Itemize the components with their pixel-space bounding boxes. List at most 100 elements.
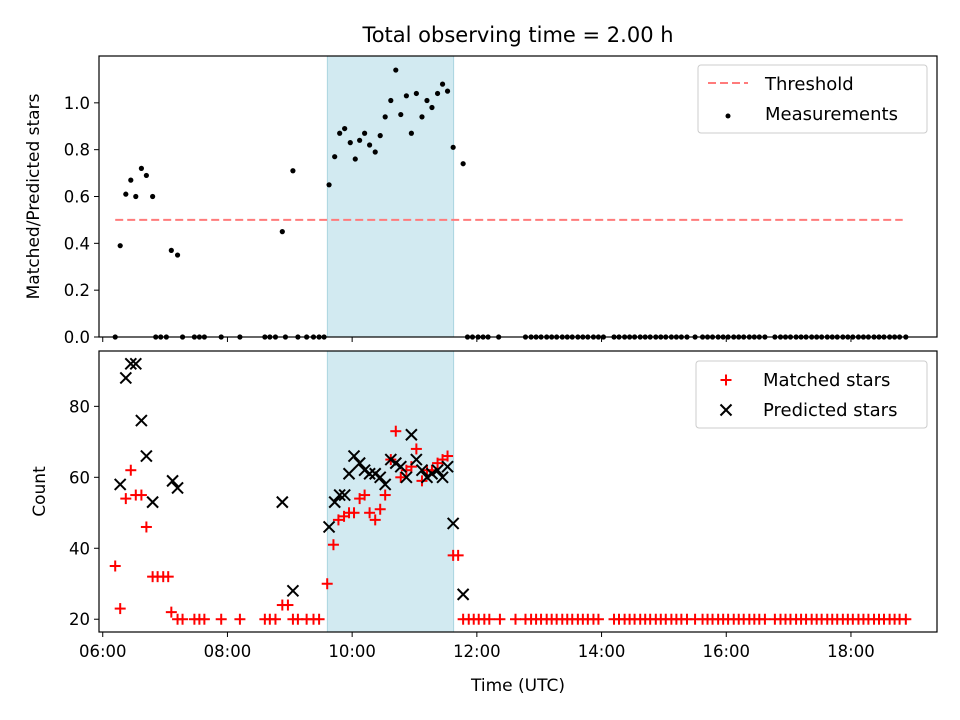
measurement-point [413,90,419,97]
measurement-point [372,149,378,155]
predicted-star-point [286,584,300,598]
predicted-star-point [436,471,449,484]
matched-star-point [494,613,506,625]
count-y-tick-label: 20 [69,610,90,629]
predicted-star-point [400,471,413,484]
measurement-point [362,130,368,136]
predicted-star-point [328,495,341,509]
measurement-point [419,114,425,120]
matched-star-point [592,613,604,625]
ratio-legend-box [697,64,928,134]
measurements-legend-swatch [725,113,731,119]
matched-star-point [282,599,294,611]
predicted-star-point [441,460,454,473]
measurement-point [138,165,144,171]
time-x-tick-label: 16:00 [702,642,750,661]
matched-star-point [125,464,137,476]
predicted-star-point [140,449,153,463]
measurement-point [382,114,388,120]
predicted-star-point [171,481,184,495]
measurement-point [367,142,373,148]
measurement-point [398,111,404,118]
measurement-point [460,161,466,167]
matched-star-point [410,443,422,455]
predicted-star-point [394,460,407,473]
time-x-tick-label: 14:00 [578,642,626,661]
predicted-star-point [124,357,138,370]
predicted-star-point [338,488,351,502]
predicted-stars-points [113,357,470,601]
matched-star-point [313,613,325,625]
predicted-star-point [129,357,142,370]
measurement-point [337,130,343,136]
matched-star-point [140,521,152,533]
predicted-star-point [410,453,423,466]
count-y-tick-label: 60 [69,468,90,487]
matched-stars-points [109,425,912,625]
count-legend: Matched stars Predicted stars [695,360,928,429]
matched-star-point [327,539,339,551]
matched-star-point [269,613,281,625]
matched-star-point [364,507,376,519]
count-axes-frame [98,350,938,633]
measurement-point [143,172,149,179]
matched-star-point [374,503,386,515]
measurement-point [393,67,399,73]
predicted-star-point [119,371,133,385]
predicted-star-point [166,474,179,488]
measurement-point [174,252,181,258]
threshold-legend-label: Threshold [764,74,854,95]
ratio-y-tick-label: 0.6 [64,188,90,207]
ratio-axes-frame [98,55,938,338]
matched-star-point [395,471,407,483]
matched-star-point [114,603,126,615]
measurement-point [408,130,414,136]
measurement-point [150,193,156,200]
predicted-star-point [415,464,429,477]
ratio-y-tick-label: 0.8 [64,141,90,160]
measurement-point [290,168,296,174]
ratio-y-tick-label: 1.0 [64,94,90,113]
measurement-point [429,104,435,111]
time-x-tick-label: 10:00 [328,642,376,661]
count-legend-box [695,360,928,429]
predicted-star-point [276,495,289,509]
matched-star-point [348,507,360,519]
matched-legend-label: Matched stars [763,370,890,391]
measurement-point [128,177,134,183]
ratio-y-axis-label: Matched/Predicted stars [24,93,44,299]
measurement-point [439,81,446,87]
matched-star-point [390,425,402,437]
measurement-point [347,140,353,146]
count-y-axis-label: Count [30,466,50,517]
measurement-point [403,93,409,99]
measurement-point [352,156,358,162]
count-y-tick-label: 80 [69,397,90,416]
matched-star-point [442,450,454,462]
predicted-legend-marker [719,403,733,417]
time-x-tick-label: 08:00 [204,642,252,661]
measurement-point [357,137,363,143]
measurement-point [117,243,123,249]
predicted-legend-label: Predicted stars [763,400,897,421]
predicted-legend-swatch [719,403,733,417]
measurement-point [168,247,174,253]
matched-star-point [120,493,132,505]
measurement-point [434,90,441,97]
predicted-star-point [353,456,366,470]
time-x-tick-label: 06:00 [79,642,127,661]
matched-star-point [405,461,417,473]
matched-star-point [198,613,210,625]
matched-star-point [215,613,227,625]
ratio-y-tick-label: 0.0 [64,328,90,347]
matched-legend-marker [720,374,732,386]
measurement-point [342,125,348,132]
ratio-y-tick-label: 0.2 [64,281,90,300]
measurement-point [279,229,285,235]
predicted-star-point [146,495,159,509]
matched-star-point [452,549,464,561]
measurement-point [444,88,451,94]
matched-star-point [109,560,121,572]
matched-star-point [135,489,147,501]
